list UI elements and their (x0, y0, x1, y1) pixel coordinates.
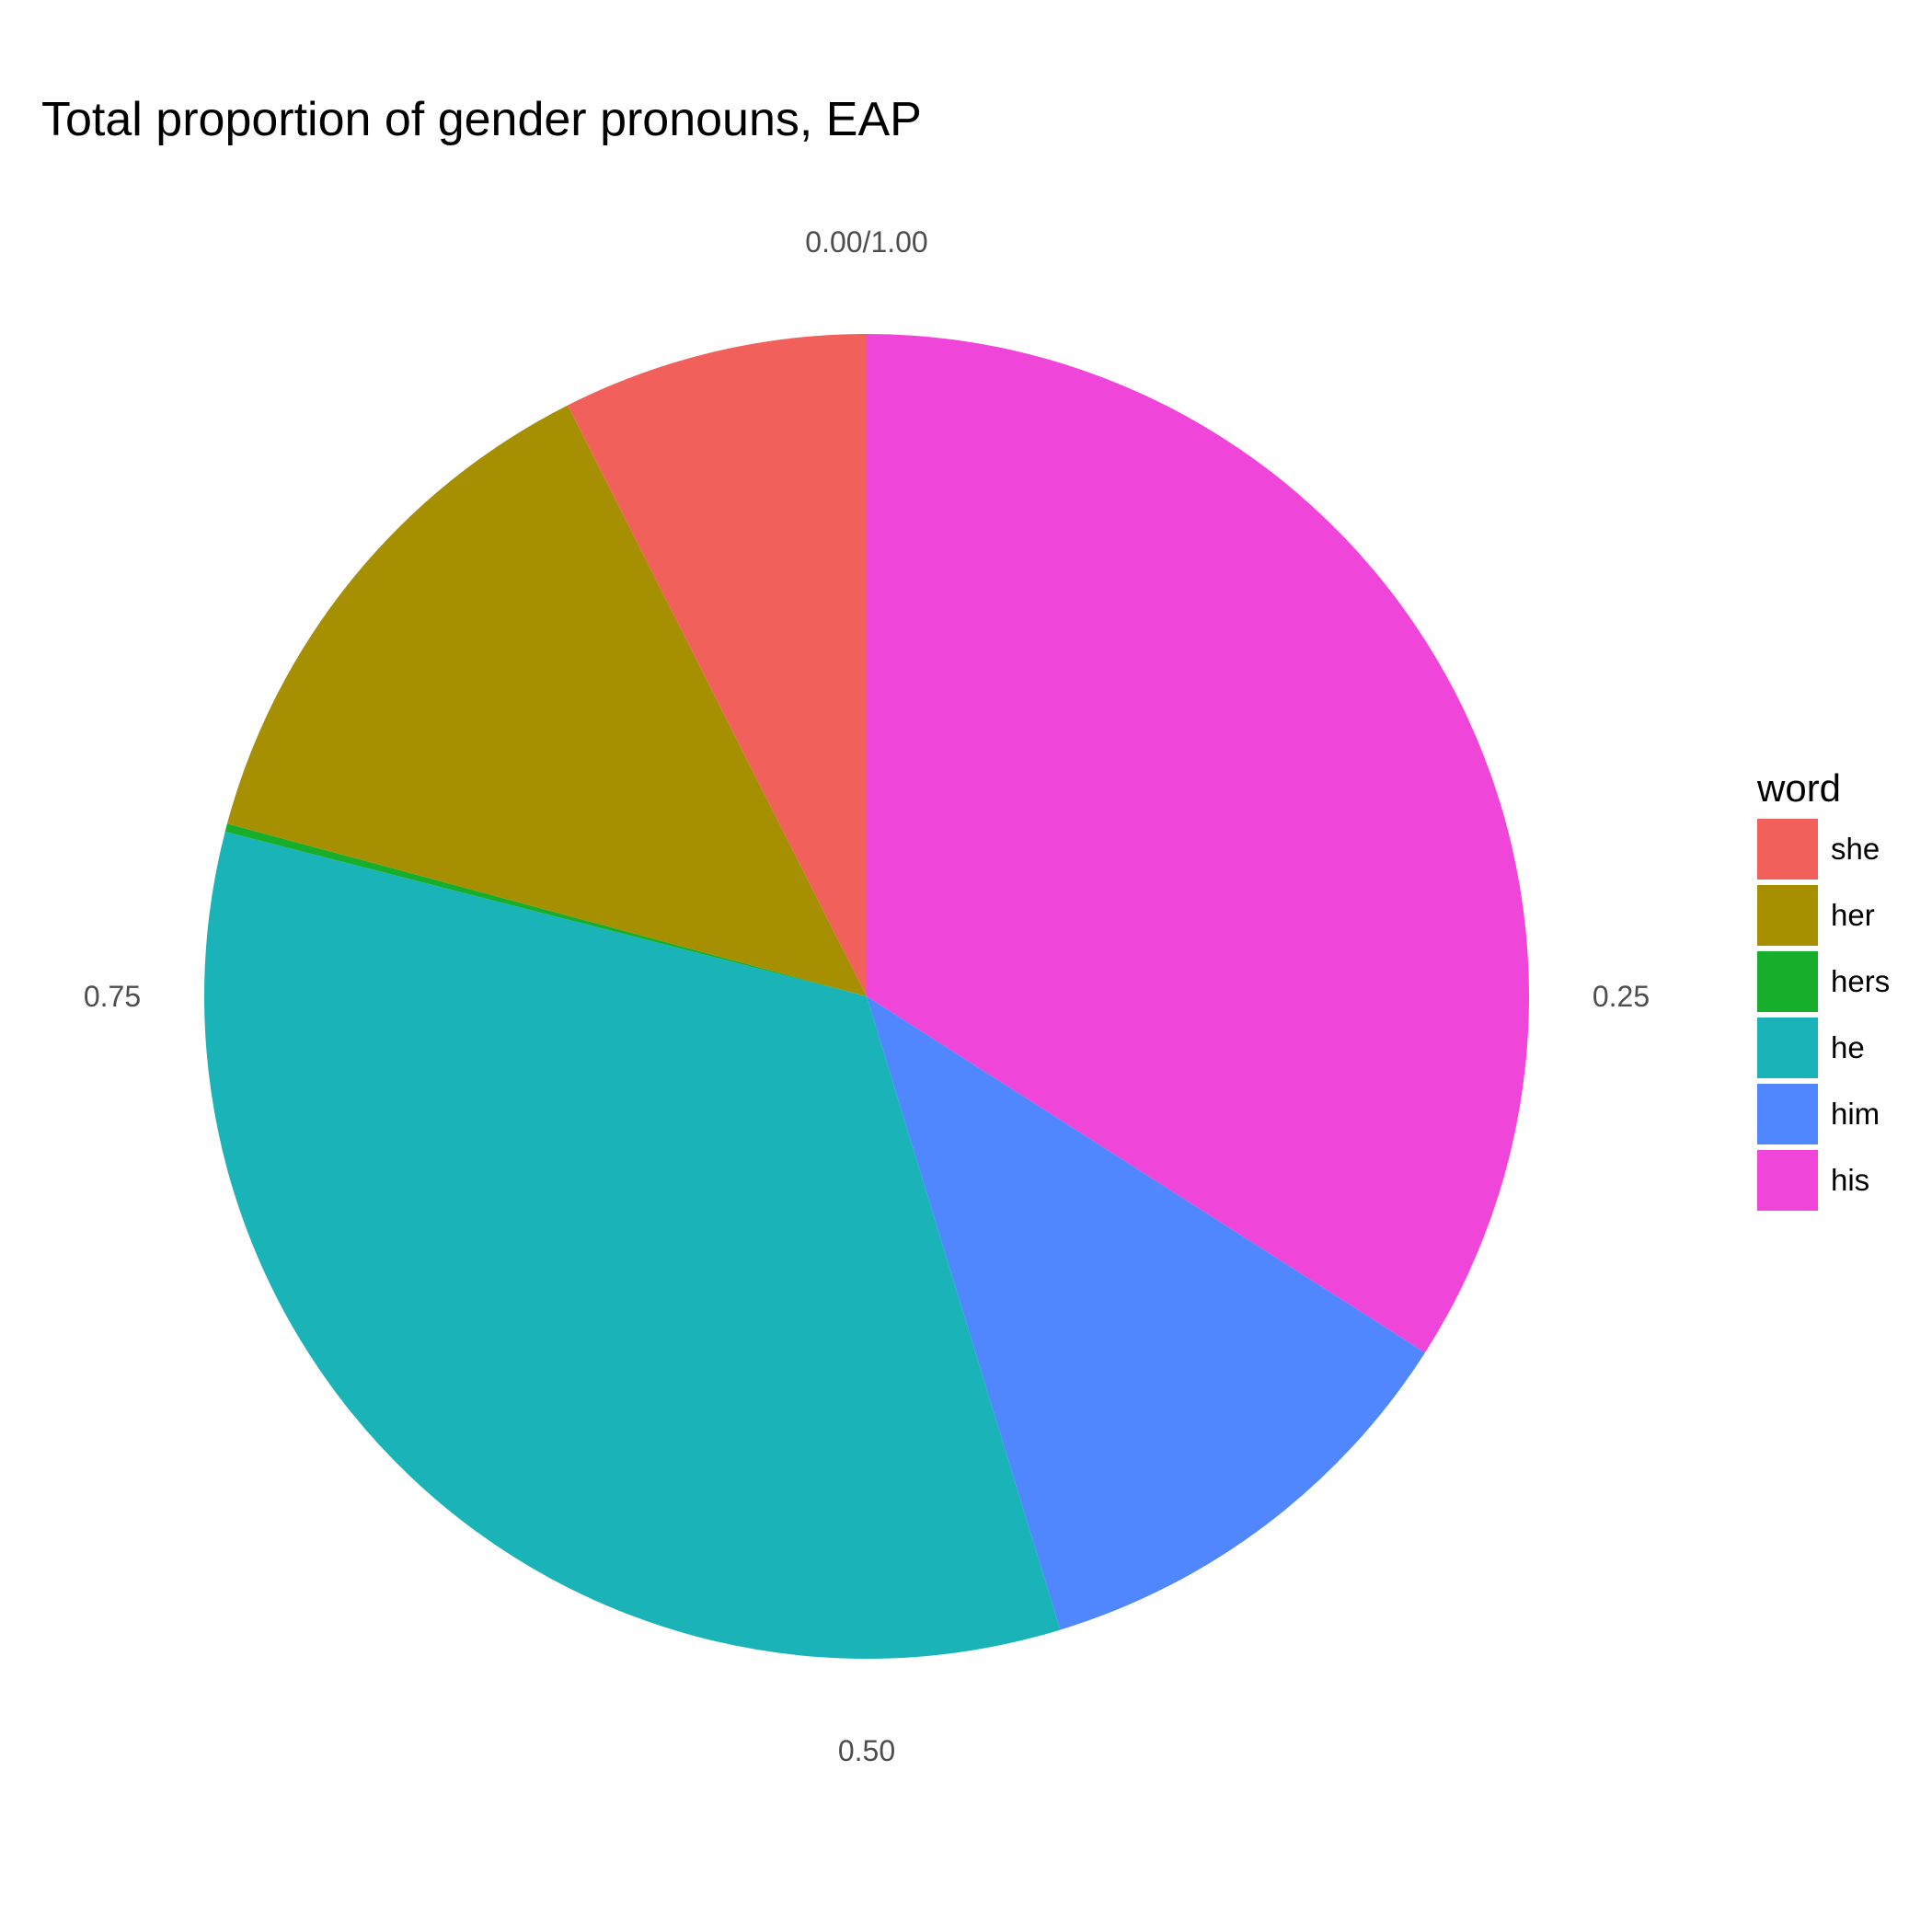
legend-label: he (1831, 1030, 1865, 1064)
legend-key-swatch (1757, 1084, 1818, 1144)
tick-label: 0.25 (1593, 980, 1650, 1013)
legend-label: his (1831, 1163, 1870, 1197)
legend-label: him (1831, 1097, 1880, 1131)
chart-title: Total proportion of gender pronouns, EAP (41, 93, 922, 146)
legend-item-her: her (1757, 882, 1890, 949)
pie-slices (203, 334, 1529, 1660)
legend-item-she: she (1757, 816, 1890, 882)
pie-slice-her (226, 405, 867, 997)
legend-key-swatch (1757, 1150, 1818, 1211)
legend-key-swatch (1757, 1018, 1818, 1078)
legend-item-hers: hers (1757, 949, 1890, 1015)
tick-label: 0.50 (838, 1734, 895, 1767)
pie-slice-he (203, 831, 1061, 1660)
legend-label: her (1831, 898, 1875, 932)
pie-slice-his (867, 334, 1529, 1353)
legend-key-swatch (1757, 885, 1818, 946)
pie-slice-hers (224, 823, 867, 996)
legend-key-swatch (1757, 951, 1818, 1012)
legend-title: word (1757, 766, 1842, 810)
tick-label: 0.75 (84, 980, 141, 1013)
legend-item-him: him (1757, 1081, 1890, 1147)
pie-slice-him (867, 996, 1425, 1630)
legend: word she her hers he him his (1757, 766, 1890, 1213)
legend-label: hers (1831, 964, 1891, 998)
legend-item-his: his (1757, 1147, 1890, 1213)
angle-tick-labels: 0.00/1.00 0.25 0.50 0.75 (84, 225, 1650, 1767)
legend-label: she (1831, 832, 1880, 866)
tick-label: 0.00/1.00 (805, 225, 927, 259)
legend-item-he: he (1757, 1015, 1890, 1081)
legend-key-swatch (1757, 819, 1818, 880)
legend-items: she her hers he him his (1757, 816, 1890, 1213)
pie-slice-she (568, 334, 867, 996)
